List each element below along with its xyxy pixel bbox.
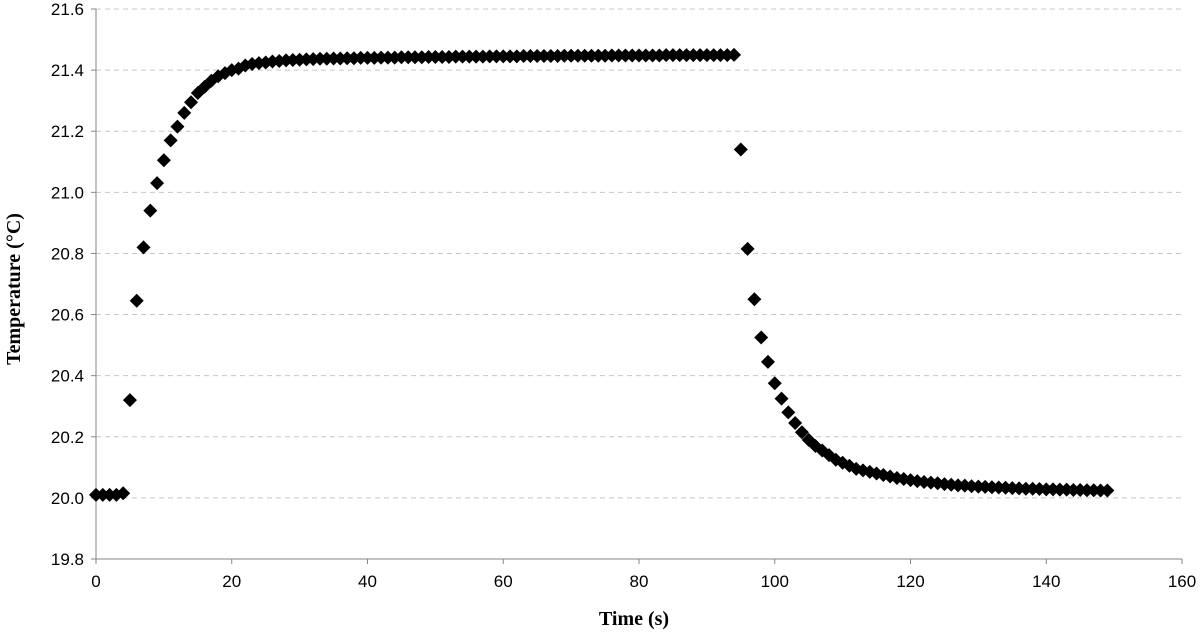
data-point [747,292,762,307]
x-tick-label: 60 [494,572,513,591]
data-point [163,133,178,148]
x-tick-label: 140 [1032,572,1060,591]
data-point [143,203,158,218]
data-point [177,105,192,120]
x-tick-label: 160 [1168,572,1196,591]
data-point [774,391,789,406]
data-point [122,393,137,408]
data-point [1100,483,1115,498]
x-tick-label: 0 [91,572,100,591]
data-points [89,47,1115,502]
y-tick-label: 20.4 [51,367,84,386]
x-tick-label: 120 [896,572,924,591]
y-tick-label: 21.6 [51,0,84,19]
data-point [733,142,748,157]
data-point [754,330,769,345]
data-point [170,119,185,134]
y-tick-label: 19.8 [51,550,84,569]
data-point [727,47,742,62]
y-tick-label: 21.0 [51,183,84,202]
y-tick-label: 20.0 [51,489,84,508]
data-point [794,425,809,440]
y-tick-label: 20.2 [51,428,84,447]
data-point [767,376,782,391]
x-tick-label: 40 [358,572,377,591]
data-point [156,153,171,168]
x-tick-labels: 0 20 40 60 80 100 120 140 160 [91,559,1196,591]
axes [95,9,1182,560]
y-tick-label: 21.4 [51,61,84,80]
x-tick-label: 100 [761,572,789,591]
data-point [740,241,755,256]
x-axis-title: Time (s) [599,608,669,630]
x-tick-label: 80 [630,572,649,591]
data-point [788,416,803,431]
data-point [781,405,796,420]
data-point [760,354,775,369]
x-tick-label: 20 [222,572,241,591]
gridlines [96,8,1182,499]
data-point [184,95,199,110]
y-tick-labels: 19.8 20.0 20.2 20.4 20.6 20.8 21.0 21.2 21.4 21.6 [51,0,96,569]
data-point [150,176,165,191]
y-tick-label: 21.2 [51,122,84,141]
y-axis-title: Temperature (°C) [3,213,25,365]
data-point [136,240,151,255]
y-tick-label: 20.8 [51,244,84,263]
data-point [116,486,131,501]
y-tick-label: 20.6 [51,306,84,325]
data-point [129,293,144,308]
